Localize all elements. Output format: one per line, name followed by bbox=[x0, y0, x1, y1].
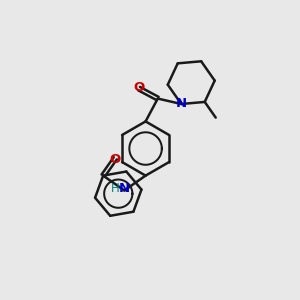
Text: H: H bbox=[111, 182, 119, 195]
Text: O: O bbox=[110, 153, 121, 166]
Text: N: N bbox=[119, 182, 130, 195]
Text: O: O bbox=[134, 81, 145, 94]
Text: N: N bbox=[176, 98, 187, 110]
